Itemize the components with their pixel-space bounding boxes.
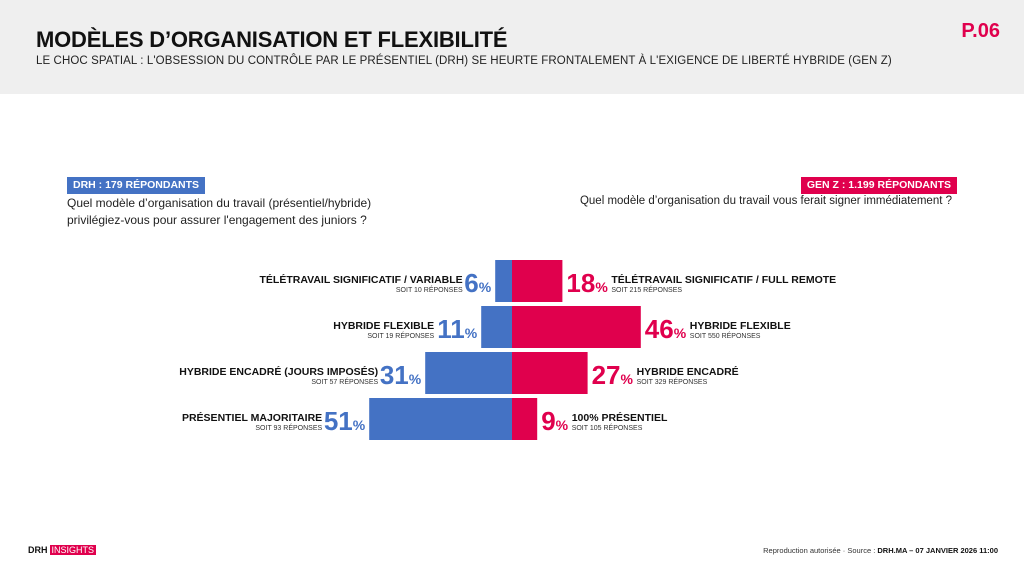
drh-value-4: 51% [324, 406, 366, 436]
source-date: DRH.MA – 07 JANVIER 2026 11:00 [877, 546, 998, 555]
genz-responses-2: SOIT 550 RÉPONSES [690, 331, 761, 340]
drh-responses-3: SOIT 57 RÉPONSES [311, 377, 378, 386]
drh-bar-3 [425, 352, 512, 394]
drh-bar-2 [481, 306, 512, 348]
source-note: Reproduction autorisée · Source : DRH.MA… [763, 546, 998, 555]
source-prefix: Reproduction autorisée · Source : [763, 546, 878, 555]
genz-label-2: HYBRIDE FLEXIBLE [690, 320, 791, 332]
page-number: P.06 [961, 20, 1000, 42]
drh-label-4: PRÉSENTIEL MAJORITAIRE [182, 411, 322, 424]
drh-label-2: HYBRIDE FLEXIBLE [333, 320, 434, 332]
drh-badge: DRH : 179 RÉPONDANTS [67, 177, 206, 194]
genz-responses-1: SOIT 215 RÉPONSES [611, 285, 682, 294]
genz-value-2: 46% [645, 314, 687, 344]
drh-responses-2: SOIT 19 RÉPONSES [367, 331, 434, 340]
genz-value-4: 9% [541, 406, 568, 436]
logo-tag: INSIGHTS [49, 545, 97, 555]
genz-bar-4 [512, 398, 538, 440]
genz-question: Quel modèle d’organisation du travail vo… [579, 195, 952, 207]
drh-responses-1: SOIT 10 RÉPONSES [396, 285, 463, 294]
genz-responses-3: SOIT 329 RÉPONSES [637, 377, 708, 386]
drh-responses-4: SOIT 93 RÉPONSES [255, 423, 322, 432]
drh-value-2: 11% [437, 314, 478, 344]
genz-bar-3 [512, 352, 588, 394]
genz-label-1: TÉLÉTRAVAIL SIGNIFICATIF / FULL REMOTE [611, 273, 836, 286]
genz-value-1: 18% [566, 268, 608, 298]
genz-label-4: 100% PRÉSENTIEL [572, 411, 668, 424]
drh-bar-1 [495, 260, 512, 302]
page-title: MODÈLES D’ORGANISATION ET FLEXIBILITÉ [36, 27, 508, 52]
page-subtitle: LE CHOC SPATIAL : L'OBSESSION DU CONTRÔL… [36, 55, 892, 67]
genz-value-3: 27% [592, 360, 634, 390]
drh-value-1: 6% [464, 268, 491, 298]
genz-bar-2 [512, 306, 641, 348]
genz-responses-4: SOIT 105 RÉPONSES [572, 423, 643, 432]
drh-value-3: 31% [380, 360, 422, 390]
drh-bar-4 [369, 398, 512, 440]
header-band [0, 0, 1024, 94]
drh-label-1: TÉLÉTRAVAIL SIGNIFICATIF / VARIABLE [259, 273, 462, 286]
genz-label-3: HYBRIDE ENCADRÉ [637, 365, 739, 378]
genz-badge: GEN Z : 1.199 RÉPONDANTS [800, 177, 957, 194]
genz-bar-1 [512, 260, 563, 302]
drh-label-3: HYBRIDE ENCADRÉ (JOURS IMPOSÉS) [179, 365, 378, 378]
logo-text: DRH [28, 545, 48, 555]
brand-logo: DRH INSIGHTS [28, 545, 97, 555]
drh-question: Quel modèle d’organisation du travail (p… [67, 196, 372, 227]
